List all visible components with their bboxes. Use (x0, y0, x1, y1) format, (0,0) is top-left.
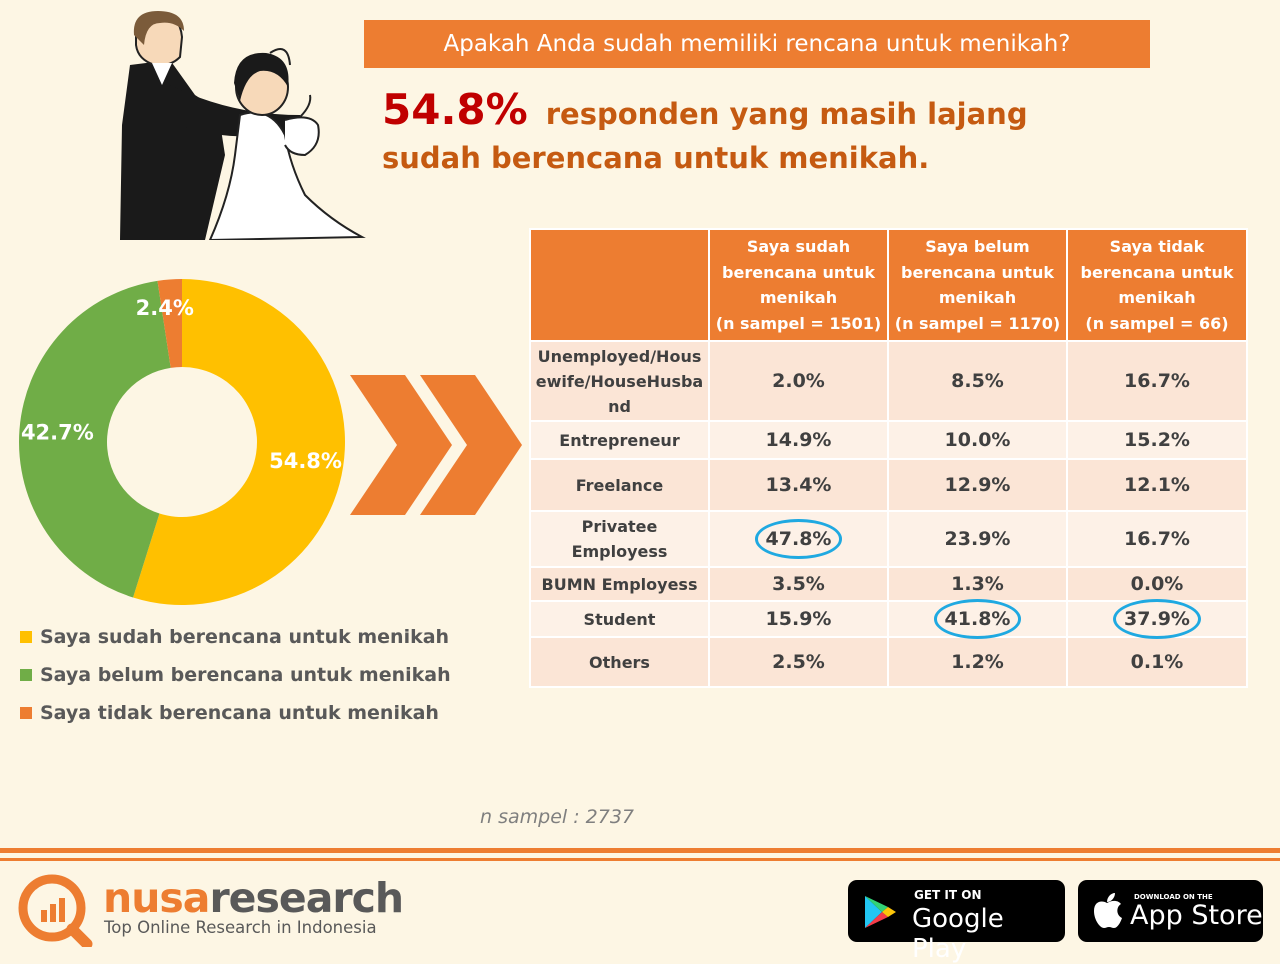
row-label: Others (529, 636, 710, 688)
table-cell: 8.5% (887, 340, 1068, 422)
row-label: Student (529, 600, 710, 638)
table-cell: 0.0% (1066, 566, 1248, 602)
table-cell: 15.9% (708, 600, 889, 638)
table-cell: 16.7% (1066, 510, 1248, 568)
legend-item-sudah: Saya sudah berencana untuk menikah (20, 618, 451, 656)
table-cell: 47.8% (708, 510, 889, 568)
app-store-small-text: DOWNLOAD ON THE (1134, 893, 1213, 901)
highlight-circle: 37.9% (1113, 599, 1201, 639)
headline-percent: 54.8% (382, 85, 528, 134)
data-label-tidak: 2.4% (136, 296, 194, 320)
brand-part-1: nusa (103, 874, 210, 922)
table-header-tidak: Saya tidak berencana untuk menikah (n sa… (1066, 228, 1248, 342)
brand-part-2: research (209, 874, 404, 922)
headline-text: responden yang masih lajang sudah berenc… (382, 97, 1028, 175)
table-cell: 14.9% (708, 420, 889, 460)
apple-icon (1094, 893, 1122, 928)
donut-chart: 54.8% 42.7% 2.4% (18, 279, 346, 605)
legend-label: Saya belum berencana untuk menikah (40, 664, 451, 686)
google-play-icon (865, 896, 896, 928)
row-label: Unemployed/Hous ewife/HouseHusba nd (529, 340, 710, 422)
donut-slice-sudah (133, 279, 346, 605)
donut-slice-tidak (157, 279, 182, 368)
row-label-line: Unemployed/Hous (537, 346, 702, 366)
data-label-sudah: 54.8% (269, 449, 342, 473)
chart-legend: Saya sudah berencana untuk menikah Saya … (20, 618, 451, 732)
table-cell: 1.2% (887, 636, 1068, 688)
table-cell: 15.2% (1066, 420, 1248, 460)
headline: 54.8% responden yang masih lajang sudah b… (382, 88, 1122, 180)
brand-tagline: Top Online Research in Indonesia (104, 918, 377, 937)
table-row: Freelance 13.4% 12.9% 12.1% (529, 458, 1248, 512)
header-line: Saya sudah (746, 237, 851, 256)
table-row: Unemployed/Hous ewife/HouseHusba nd 2.0%… (529, 340, 1248, 422)
header-line: berencana untuk (1080, 262, 1234, 282)
table-cell: 41.8% (887, 599, 1068, 639)
table-header-sudah: Saya sudah berencana untuk menikah (n sa… (708, 228, 889, 342)
header-line: Saya belum (925, 237, 1030, 256)
legend-item-tidak: Saya tidak berencana untuk menikah (20, 694, 451, 732)
table-cell: 0.1% (1066, 636, 1248, 688)
table-cell: 12.1% (1066, 458, 1248, 512)
footer-divider (0, 858, 1280, 861)
legend-item-belum: Saya belum berencana untuk menikah (20, 656, 451, 694)
header-line: berencana untuk (722, 262, 875, 282)
app-store-badge[interactable]: DOWNLOAD ON THE App Store (1078, 880, 1263, 942)
table-cell: 12.9% (887, 458, 1068, 512)
table-cell: 16.7% (1066, 340, 1248, 422)
row-label-line: ewife/HouseHusba (535, 371, 704, 391)
legend-swatch (20, 631, 32, 643)
highlight-circle: 47.8% (754, 519, 843, 559)
header-line: menikah (759, 288, 838, 307)
table-cell: 10.0% (887, 420, 1068, 460)
google-play-big-text: Google Play (912, 904, 1004, 964)
row-label: Freelance (529, 458, 710, 512)
brand-name: nusaresearch (103, 874, 404, 922)
table-cell: 2.0% (708, 340, 889, 422)
table-cell: 1.3% (887, 566, 1068, 602)
table-header-row: Saya sudah berencana untuk menikah (n sa… (529, 228, 1248, 342)
table-cell: 23.9% (887, 510, 1068, 568)
table-row: BUMN Employess 3.5% 1.3% 0.0% (529, 566, 1248, 602)
header-line: menikah (938, 288, 1017, 307)
footer-divider (0, 848, 1280, 853)
header-line: menikah (1118, 288, 1196, 307)
header-line: (n sampel = 1170) (894, 313, 1061, 333)
question-banner: Apakah Anda sudah memiliki rencana untuk… (364, 20, 1150, 68)
google-play-badge[interactable]: GET IT ON Google Play (848, 880, 1065, 964)
row-label-line: nd (608, 396, 631, 416)
legend-label: Saya tidak berencana untuk menikah (40, 702, 439, 724)
table-cell: 2.5% (708, 636, 889, 688)
legend-swatch (20, 707, 32, 719)
header-line: (n sampel = 66) (1085, 313, 1229, 333)
occupation-table: Saya sudah berencana untuk menikah (n sa… (529, 228, 1248, 688)
highlight-circle: 41.8% (933, 599, 1022, 639)
app-store-big-text: App Store (1130, 900, 1263, 931)
table-row: Privatee Employess 47.8% 23.9% 16.7% (529, 510, 1248, 568)
data-label-belum: 42.7% (21, 420, 94, 444)
row-label: Privatee Employess (529, 510, 710, 568)
table-row: Student 15.9% 41.8% 37.9% (529, 599, 1248, 639)
table-cell: 13.4% (708, 458, 889, 512)
chevron-arrows-icon (350, 375, 522, 515)
table-header-belum: Saya belum berencana untuk menikah (n sa… (887, 228, 1068, 342)
table-cell: 37.9% (1066, 599, 1248, 639)
table-cell: 3.5% (708, 566, 889, 602)
header-line: (n sampel = 1501) (715, 313, 882, 333)
row-label: Entrepreneur (529, 420, 710, 460)
row-label: BUMN Employess (529, 566, 710, 602)
sample-size-note: n sampel : 2737 (480, 806, 634, 828)
wedding-couple-illustration (120, 11, 366, 240)
table-header-corner (529, 228, 710, 342)
legend-label: Saya sudah berencana untuk menikah (40, 626, 450, 648)
table-row: Entrepreneur 14.9% 10.0% 15.2% (529, 420, 1248, 460)
donut-slice-belum (18, 280, 171, 598)
nusaresearch-logo-icon (18, 874, 93, 947)
legend-swatch (20, 669, 32, 681)
google-play-small-text: GET IT ON (914, 888, 982, 902)
table-row: Others 2.5% 1.2% 0.1% (529, 636, 1248, 688)
header-line: Saya tidak (1109, 237, 1205, 256)
header-line: berencana untuk (901, 262, 1054, 282)
